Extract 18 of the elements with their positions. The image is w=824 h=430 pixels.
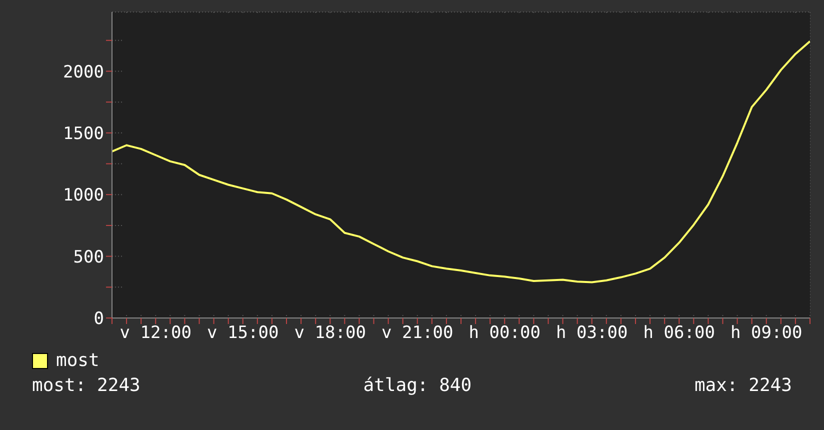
- x-tick-label: h 00:00: [468, 323, 540, 344]
- x-tick-label: h 03:00: [556, 323, 628, 344]
- y-tick-label: 2000: [63, 62, 104, 82]
- x-tick-label: v 15:00: [207, 323, 279, 344]
- x-tick-label: h 06:00: [643, 323, 715, 344]
- text: max: 2243: [694, 375, 792, 396]
- y-tick-label: 1500: [63, 124, 104, 144]
- y-tick-label: 500: [73, 247, 104, 268]
- x-tick-label: v 21:00: [382, 323, 454, 344]
- y-tick-label: 1000: [63, 186, 104, 206]
- text: átlag: 840: [363, 375, 472, 396]
- x-tick-label: v 12:00: [120, 323, 192, 344]
- x-tick-label: h 09:00: [730, 323, 802, 344]
- legend-label: most: [56, 350, 100, 371]
- line-series: [112, 40, 810, 284]
- y-tick-label: 0: [94, 309, 104, 330]
- text: most: 2243: [32, 375, 140, 396]
- x-tick-label: v 18:00: [294, 323, 366, 344]
